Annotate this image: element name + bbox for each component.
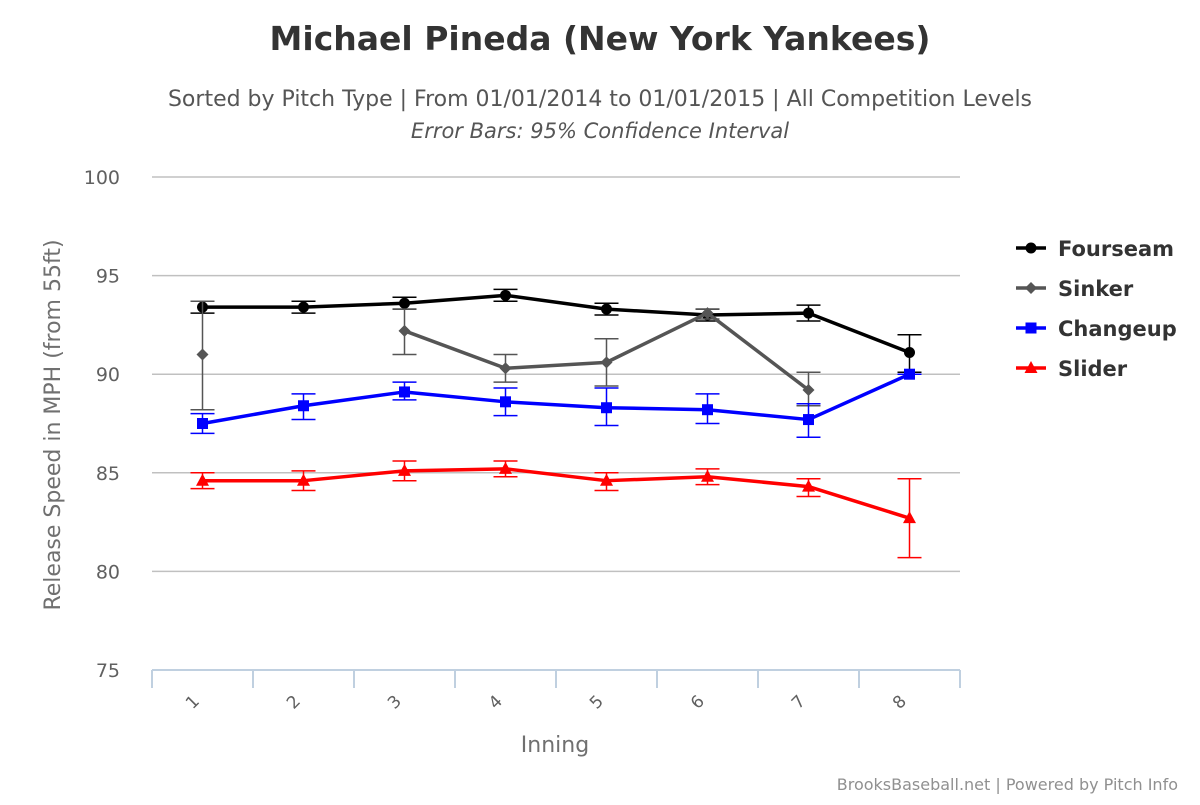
legend-item-sinker[interactable]: Sinker [1016, 277, 1134, 301]
changeup-point[interactable] [601, 402, 612, 414]
changeup-point[interactable] [904, 368, 915, 380]
legend-marker-slider[interactable] [1024, 361, 1038, 373]
sinker-point[interactable] [701, 307, 714, 320]
legend-item-changeup[interactable]: Changeup [1016, 317, 1177, 341]
series-sinker [190, 300, 821, 411]
x-tick-label: 2 [283, 692, 305, 714]
y-axis-ticks: 75 80 85 90 95 100 [84, 167, 120, 682]
series-fourseam [190, 288, 922, 373]
sinker-point[interactable] [600, 356, 613, 369]
fourseam-point[interactable] [601, 303, 612, 315]
fourseam-point[interactable] [399, 297, 410, 309]
y-tick-label: 95 [96, 266, 120, 288]
legend-label: Slider [1058, 357, 1128, 381]
changeup-point[interactable] [399, 386, 410, 398]
sinker-point[interactable] [802, 383, 815, 396]
y-tick-label: 75 [96, 660, 120, 682]
changeup-point[interactable] [298, 400, 309, 412]
legend-marker-changeup[interactable] [1025, 322, 1037, 334]
legend-label: Changeup [1058, 317, 1177, 341]
legend-label: Fourseam [1058, 237, 1174, 261]
x-axis-title: Inning [521, 733, 589, 758]
series-changeup [190, 368, 922, 439]
chart-subtitle: Sorted by Pitch Type | From 01/01/2014 t… [168, 87, 1032, 112]
sinker-point[interactable] [499, 362, 512, 375]
x-tick-label: 6 [687, 692, 709, 714]
x-tick-label: 7 [788, 692, 810, 714]
changeup-point[interactable] [500, 396, 511, 408]
changeup-point[interactable] [702, 404, 713, 416]
slider-point[interactable] [903, 511, 916, 524]
fourseam-point[interactable] [803, 307, 814, 319]
changeup-series-line [202, 372, 911, 426]
legend-marker-sinker[interactable] [1025, 282, 1037, 294]
chart-subtitle-error-bars: Error Bars: 95% Confidence Interval [411, 119, 789, 143]
slider-point[interactable] [600, 473, 613, 486]
slider-point[interactable] [297, 473, 310, 486]
fourseam-point[interactable] [500, 289, 511, 301]
credits-text[interactable]: BrooksBaseball.net | Powered by Pitch In… [837, 775, 1178, 794]
slider-point[interactable] [802, 479, 815, 492]
y-axis-title: Release Speed in MPH (from 55ft) [41, 239, 66, 610]
slider-point[interactable] [701, 469, 714, 482]
slider-point[interactable] [196, 473, 209, 486]
changeup-point[interactable] [197, 418, 208, 429]
fourseam-series-line [202, 293, 911, 355]
legend-marker-fourseam[interactable] [1025, 242, 1037, 254]
x-tick-label: 3 [384, 692, 406, 714]
legend: Fourseam Sinker Changeup Slider [1016, 237, 1177, 381]
slider-point[interactable] [398, 463, 411, 476]
grid-lines [152, 176, 960, 573]
series-layer [190, 288, 922, 559]
legend-item-fourseam[interactable]: Fourseam [1016, 237, 1174, 261]
legend-label: Sinker [1058, 277, 1134, 301]
x-axis: 1 2 3 4 5 6 7 8 [151, 669, 961, 714]
y-tick-label: 80 [96, 561, 120, 583]
chart-title: Michael Pineda (New York Yankees) [270, 19, 931, 58]
slider-point[interactable] [499, 461, 512, 474]
sinker-point[interactable] [196, 348, 209, 361]
fourseam-point[interactable] [904, 347, 915, 359]
legend-item-slider[interactable]: Slider [1016, 357, 1128, 381]
y-tick-label: 85 [96, 463, 120, 485]
x-tick-label: 8 [889, 692, 911, 714]
changeup-point[interactable] [803, 414, 814, 426]
sinker-point[interactable] [398, 324, 411, 337]
fourseam-point[interactable] [298, 301, 309, 313]
y-tick-label: 90 [96, 364, 120, 386]
series-slider [190, 460, 922, 559]
x-tick-label: 1 [182, 692, 204, 714]
y-tick-label: 100 [84, 167, 120, 189]
x-tick-label: 5 [586, 692, 608, 714]
x-tick-label: 4 [485, 692, 507, 714]
slider-series-line [202, 467, 911, 520]
